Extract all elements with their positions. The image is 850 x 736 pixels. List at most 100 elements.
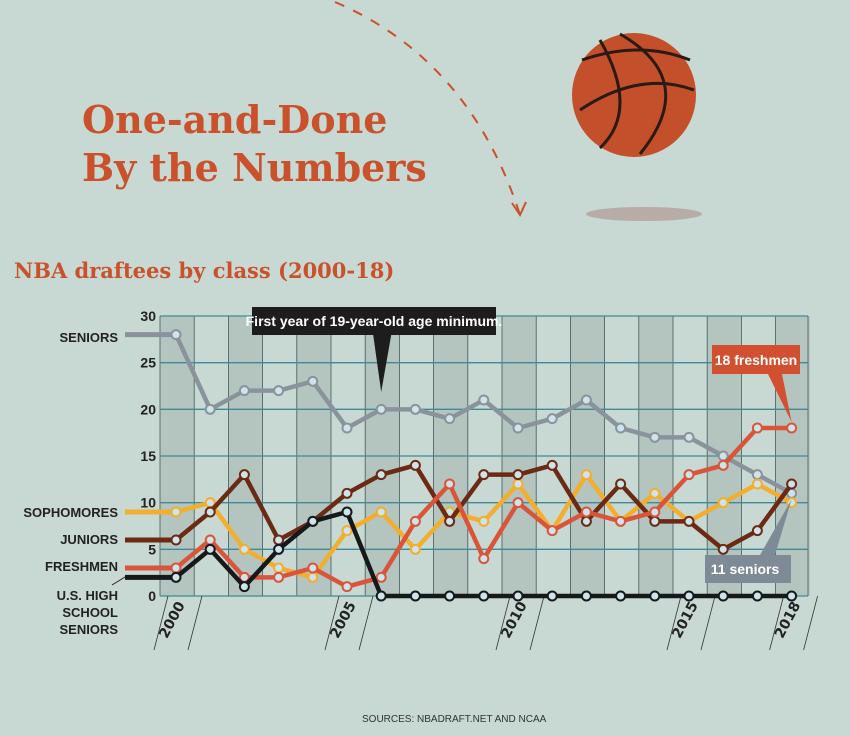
data-point — [546, 590, 558, 602]
data-point — [717, 543, 729, 555]
data-point — [341, 525, 353, 537]
data-point — [273, 543, 285, 555]
data-point — [649, 506, 661, 518]
data-point — [238, 581, 250, 593]
data-point — [341, 581, 353, 593]
data-point — [683, 431, 695, 443]
legend-label-line: SCHOOL — [62, 605, 118, 620]
y-tick-label: 15 — [140, 448, 156, 464]
data-point — [238, 469, 250, 481]
y-tick-label: 30 — [140, 308, 156, 324]
data-point — [375, 403, 387, 415]
data-point — [615, 478, 627, 490]
y-tick-label: 5 — [148, 541, 156, 557]
data-point — [341, 487, 353, 499]
data-point — [307, 375, 319, 387]
y-tick-label: 0 — [148, 588, 156, 604]
annotation-pointer-freshmen — [768, 374, 792, 422]
ball-shadow — [586, 207, 702, 221]
x-tick-line — [803, 595, 818, 651]
data-point — [238, 543, 250, 555]
x-tick-line — [666, 595, 682, 651]
data-point — [409, 590, 421, 602]
data-point — [512, 497, 524, 509]
data-point — [615, 515, 627, 527]
data-point — [204, 543, 216, 555]
data-point — [238, 385, 250, 397]
data-point — [341, 422, 353, 434]
data-point — [649, 515, 661, 527]
data-point — [751, 478, 763, 490]
x-tick-label: 2000 — [156, 599, 189, 641]
data-point — [444, 515, 456, 527]
x-tick-line — [187, 595, 203, 651]
x-tick-label: 2018 — [772, 599, 804, 641]
data-point — [512, 478, 524, 490]
data-point — [580, 394, 592, 406]
arrow-head-icon — [511, 201, 527, 218]
data-point — [444, 590, 456, 602]
data-point — [204, 506, 216, 518]
legend-label-line: U.S. HIGH — [57, 588, 118, 603]
data-point — [170, 562, 182, 574]
data-point — [307, 571, 319, 583]
data-point — [170, 571, 182, 583]
x-tick-line — [495, 595, 511, 651]
data-point — [170, 534, 182, 546]
legend-label: FRESHMEN — [45, 559, 118, 574]
data-point — [615, 422, 627, 434]
data-point — [546, 413, 558, 425]
data-point — [375, 469, 387, 481]
data-point — [478, 553, 490, 565]
title-line-1: One-and-Done — [82, 97, 388, 142]
basketball-icon — [572, 33, 696, 157]
data-point — [649, 487, 661, 499]
data-point — [512, 422, 524, 434]
data-point — [751, 590, 763, 602]
legend-label-line: SENIORS — [59, 622, 118, 637]
legend-connector — [111, 576, 126, 586]
data-point — [580, 590, 592, 602]
source-note: SOURCES: NBADRAFT.NET AND NCAA — [362, 714, 547, 725]
annotation-18-freshmen: 18 freshmen — [715, 352, 797, 368]
title-line-2: By the Numbers — [82, 145, 427, 190]
annotation-box — [252, 307, 496, 335]
data-point — [170, 506, 182, 518]
annotation-pointer-seniors — [760, 499, 792, 555]
annotation-pointer — [373, 335, 392, 392]
data-point — [273, 385, 285, 397]
page-title: One-and-Done By the Numbers — [82, 96, 427, 192]
x-tick-line — [700, 595, 716, 651]
data-point — [580, 515, 592, 527]
data-point — [409, 543, 421, 555]
legend-label: SOPHOMORES — [23, 505, 118, 520]
data-point — [615, 590, 627, 602]
y-tick-label: 20 — [140, 401, 156, 417]
y-tick-label: 25 — [140, 355, 156, 371]
data-point — [717, 497, 729, 509]
data-point — [444, 413, 456, 425]
data-point — [751, 469, 763, 481]
x-tick-label: 2015 — [669, 599, 701, 641]
y-tick-label: 10 — [140, 495, 156, 511]
data-point — [512, 469, 524, 481]
data-point — [375, 590, 387, 602]
data-point — [580, 469, 592, 481]
data-point — [717, 459, 729, 471]
data-point — [649, 431, 661, 443]
data-point — [478, 590, 490, 602]
data-point — [786, 422, 798, 434]
data-point — [786, 478, 798, 490]
data-point — [341, 506, 353, 518]
data-point — [546, 459, 558, 471]
x-tick-line — [769, 595, 784, 651]
data-point — [170, 329, 182, 341]
data-point — [546, 525, 558, 537]
ball-trajectory — [334, 1, 521, 216]
data-point — [717, 590, 729, 602]
legend-label: JUNIORS — [60, 532, 118, 547]
data-point — [683, 469, 695, 481]
data-point — [273, 562, 285, 574]
data-point — [273, 571, 285, 583]
